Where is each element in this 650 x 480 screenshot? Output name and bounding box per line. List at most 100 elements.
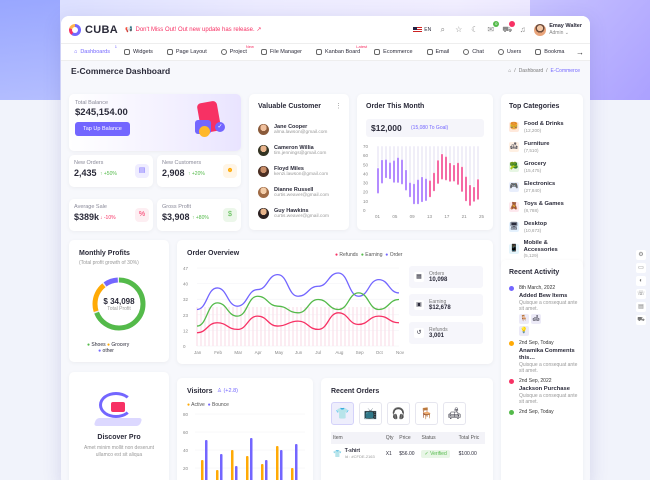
order-bar-track bbox=[429, 146, 431, 181]
list-item[interactable]: 🍔 Food & Drinks (12,200) bbox=[509, 117, 581, 137]
tshirt-icon[interactable]: 👕 bbox=[331, 402, 354, 425]
chat-icon bbox=[463, 49, 470, 55]
order-bar-track bbox=[461, 146, 463, 167]
support-tool-icon[interactable]: ☏ bbox=[636, 289, 646, 299]
legend-label: Grocery bbox=[111, 342, 130, 348]
chair-icon[interactable]: 🪑 bbox=[415, 402, 438, 425]
search-icon[interactable]: ⌕ bbox=[440, 25, 445, 34]
nav-label: Kanban Board bbox=[325, 49, 361, 55]
order-bar-track bbox=[413, 146, 415, 184]
timeline-dot bbox=[509, 379, 514, 384]
nav-dashboards[interactable]: ⌂ Dashboards 1 bbox=[67, 44, 117, 61]
nav-page-layout[interactable]: Page Layout bbox=[160, 44, 214, 61]
update-notice[interactable]: 📢 Don't Miss Out! Out new update has rel… bbox=[125, 26, 413, 33]
activity-item[interactable]: 2nd Sep, 2022 Jackson Purchase Quisque a… bbox=[509, 378, 581, 405]
headphones-icon[interactable]: 🎧 bbox=[387, 402, 410, 425]
category-name: Desktop bbox=[524, 221, 547, 228]
nav-email[interactable]: Email bbox=[420, 44, 457, 61]
series-line-order bbox=[196, 272, 400, 311]
active-bar bbox=[261, 464, 264, 480]
x-tick-label: 25 bbox=[479, 214, 485, 219]
document-tool-icon[interactable]: ▤ bbox=[636, 302, 646, 312]
x-tick-label: Apr bbox=[255, 350, 263, 355]
x-tick-label: May bbox=[275, 350, 284, 355]
column-header: Status bbox=[419, 432, 457, 444]
y-tick-label: 20 bbox=[363, 190, 369, 195]
cart-tool-icon[interactable]: ⛟ bbox=[636, 315, 646, 325]
nav-chat[interactable]: Chat bbox=[456, 44, 491, 61]
y-tick-label: 10 bbox=[363, 199, 369, 204]
bounce-bar bbox=[220, 454, 223, 480]
bounce-bar bbox=[205, 440, 208, 480]
nav-widgets[interactable]: Widgets bbox=[117, 44, 160, 61]
lamp-icon[interactable]: 🛋 bbox=[443, 402, 466, 425]
chair-icon: 🪑 bbox=[519, 314, 529, 324]
order-bar bbox=[441, 153, 443, 180]
list-item[interactable]: 🎮 Electronics (27,840) bbox=[509, 177, 581, 197]
crumb-current: E-Commerce bbox=[550, 68, 580, 74]
activity-item[interactable]: 2nd Sep, Today bbox=[509, 409, 581, 415]
card-title: Order This Month bbox=[366, 103, 425, 110]
crumb-dashboard[interactable]: Dashboard bbox=[518, 68, 544, 74]
stat-value: 2,435 bbox=[74, 168, 97, 178]
item-name: T-shirt bbox=[344, 448, 360, 454]
legend-label: Order bbox=[389, 252, 403, 258]
settings-tool-icon[interactable]: ⚙ bbox=[636, 250, 646, 260]
order-bar-track bbox=[417, 146, 419, 180]
list-item[interactable]: Floyd Miles kenzi.lawson@gmail.com bbox=[258, 161, 344, 182]
list-item[interactable]: 🧸 Toys & Games (8,788) bbox=[509, 197, 581, 217]
tv-icon[interactable]: 📺 bbox=[359, 402, 382, 425]
list-item[interactable]: 📱 Mobile & Accessories (5,129) bbox=[509, 237, 581, 261]
layout-tool-icon[interactable]: ▭ bbox=[636, 263, 646, 273]
star-icon[interactable]: ☆ bbox=[455, 25, 463, 34]
list-item[interactable]: 🥦 Grocery (15,475) bbox=[509, 157, 581, 177]
us-flag-icon bbox=[413, 26, 423, 33]
bell-icon[interactable]: ♫ bbox=[519, 25, 526, 34]
top-up-balance-button[interactable]: Tap Up Balance bbox=[75, 122, 130, 136]
legend-label: Refunds bbox=[339, 252, 359, 258]
nav-file-manager[interactable]: File Manager bbox=[254, 44, 309, 61]
nav-kanban-board[interactable]: Kanban Board Latest bbox=[309, 44, 367, 61]
nav-label: Users bbox=[506, 49, 522, 55]
activity-item[interactable]: 2nd Sep, Today Anamika Comments this… Qu… bbox=[509, 340, 581, 374]
message-icon[interactable]: ✉ 0 bbox=[487, 21, 500, 34]
list-item[interactable]: Guy Hawkins curtis.weaver@gmail.com bbox=[258, 203, 344, 224]
activity-item[interactable]: 8th March, 2022 Added Bew Items Quisque … bbox=[509, 285, 581, 336]
nav-label: Bookma bbox=[544, 49, 565, 55]
more-options-icon[interactable]: ⋮ bbox=[335, 103, 342, 110]
nav-bookmark[interactable]: Bookma bbox=[528, 44, 571, 61]
nav-next-arrow-icon[interactable]: → bbox=[576, 47, 584, 57]
cart-icon[interactable]: ⛟ 4 bbox=[502, 21, 516, 34]
customer-email: tim.jennings@gmail.com bbox=[274, 151, 327, 156]
users-icon bbox=[497, 49, 504, 55]
list-item[interactable]: Jane Cooper alma.lawson@gmail.com bbox=[258, 119, 344, 140]
list-item[interactable]: 🛋 Furniture (7,510) bbox=[509, 137, 581, 157]
nav-ecommerce[interactable]: Ecommerce bbox=[367, 44, 419, 61]
status-badge: ✓ Verified bbox=[421, 449, 450, 458]
stat-card-gross-profit: Gross Profit $3,908 ↑ +80% $ bbox=[157, 199, 241, 231]
list-item[interactable]: 🖥 Desktop (10,673) bbox=[509, 217, 581, 237]
color-tool-icon[interactable]: ◐ bbox=[636, 276, 646, 286]
order-bar-track bbox=[465, 146, 467, 177]
bookmark-icon bbox=[535, 49, 542, 55]
shop-icon bbox=[374, 49, 381, 55]
list-item[interactable]: Cameron Willia tim.jennings@gmail.com bbox=[258, 140, 344, 161]
language-selector[interactable]: EN bbox=[413, 26, 431, 33]
card-title: Valuable Customer bbox=[258, 103, 322, 110]
order-bar bbox=[393, 160, 395, 183]
moon-icon[interactable]: ☾ bbox=[471, 25, 479, 34]
x-tick-label: Sep bbox=[356, 350, 365, 355]
home-crumb-icon[interactable]: ⌂ bbox=[508, 68, 512, 74]
valuable-customer-card: Valuable Customer ⋮ Jane Cooper alma.laws… bbox=[249, 94, 349, 230]
logo[interactable]: CUBA bbox=[69, 23, 125, 36]
stat-card-new-orders: New Orders 2,435 ↑ +50% ▤ bbox=[69, 155, 153, 187]
card-title: Top Categories bbox=[509, 103, 560, 110]
logo-icon bbox=[69, 23, 81, 36]
overview-stats: ▦ Orders 10,098 ▣ Earning $12,678 ↺ Refunds 3,… bbox=[409, 266, 483, 350]
nav-users[interactable]: Users bbox=[491, 44, 528, 61]
user-menu[interactable]: Emay Walter Admin ⌄ bbox=[534, 23, 582, 36]
table-row[interactable]: 👕 T-shirt Id : #CFDE-2163 X1 $56.00 ✓ Veri… bbox=[331, 444, 485, 463]
list-item[interactable]: Dianne Russell curtis.weaver@gmail.com bbox=[258, 182, 344, 203]
category-count: (5,129) bbox=[523, 253, 539, 258]
nav-project[interactable]: Project New bbox=[214, 44, 254, 61]
